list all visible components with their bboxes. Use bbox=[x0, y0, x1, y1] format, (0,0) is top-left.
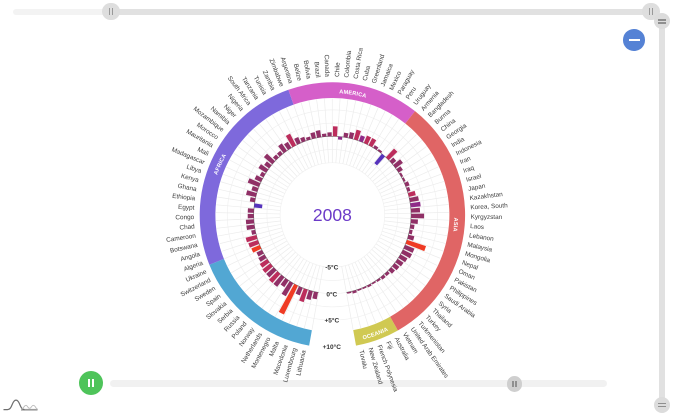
svg-text:Chile: Chile bbox=[334, 62, 341, 77]
svg-text:-5°C: -5°C bbox=[325, 264, 338, 272]
svg-text:Cameroon: Cameroon bbox=[166, 233, 197, 244]
svg-text:Cuba: Cuba bbox=[362, 65, 372, 82]
svg-text:ASIA: ASIA bbox=[451, 217, 458, 232]
svg-text:Canada: Canada bbox=[323, 54, 331, 77]
svg-text:Korea, South: Korea, South bbox=[470, 202, 508, 211]
svg-text:Tuvalu: Tuvalu bbox=[357, 349, 368, 369]
svg-text:0°C: 0°C bbox=[326, 290, 337, 298]
svg-text:Fiji: Fiji bbox=[384, 340, 394, 350]
svg-text:AMERICA: AMERICA bbox=[339, 89, 367, 99]
svg-text:Libya: Libya bbox=[186, 164, 203, 176]
svg-text:Colombia: Colombia bbox=[343, 50, 353, 78]
svg-text:Congo: Congo bbox=[175, 214, 194, 221]
svg-text:Ghana: Ghana bbox=[177, 183, 198, 194]
svg-text:Iraq: Iraq bbox=[462, 164, 475, 174]
svg-text:Israel: Israel bbox=[465, 173, 482, 184]
svg-text:Chad: Chad bbox=[179, 223, 195, 231]
svg-text:Japan: Japan bbox=[468, 183, 487, 193]
svg-text:Laos: Laos bbox=[470, 223, 484, 231]
svg-text:Bolivia: Bolivia bbox=[302, 60, 312, 80]
svg-text:Mali: Mali bbox=[196, 146, 210, 157]
svg-text:Lebanon: Lebanon bbox=[469, 232, 495, 243]
svg-text:Egypt: Egypt bbox=[178, 204, 195, 212]
svg-text:+10°C: +10°C bbox=[323, 343, 342, 351]
svg-text:Iran: Iran bbox=[459, 155, 472, 166]
svg-text:Kenya: Kenya bbox=[180, 173, 200, 184]
svg-text:Belize: Belize bbox=[292, 63, 303, 82]
svg-text:Brazil: Brazil bbox=[312, 61, 321, 78]
svg-text:2008: 2008 bbox=[313, 205, 352, 225]
svg-text:Kyrgyzstan: Kyrgyzstan bbox=[471, 214, 503, 221]
svg-text:Ethiopia: Ethiopia bbox=[172, 193, 196, 203]
svg-text:Kazakhstan: Kazakhstan bbox=[469, 191, 503, 202]
svg-text:+5°C: +5°C bbox=[324, 316, 339, 324]
